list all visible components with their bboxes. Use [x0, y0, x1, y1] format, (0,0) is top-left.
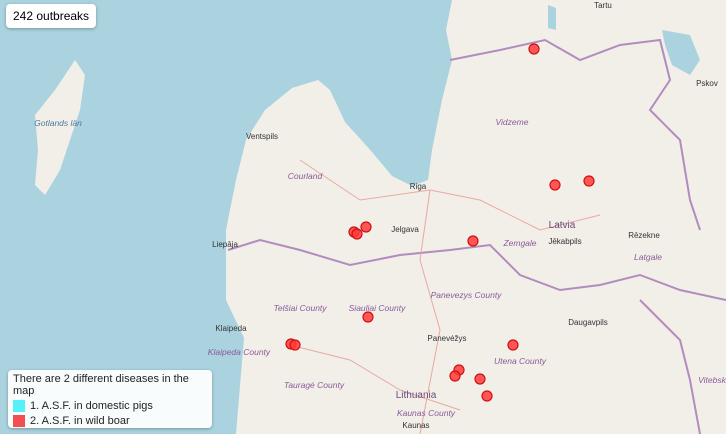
marker[interactable]	[507, 339, 519, 351]
place-label: Kaunas	[402, 421, 429, 430]
place-label: Vitebsk	[698, 375, 726, 385]
place-label: Vidzeme	[496, 117, 529, 127]
legend: There are 2 different diseases in the ma…	[8, 370, 212, 428]
legend-swatch	[13, 415, 25, 427]
marker[interactable]	[474, 373, 486, 385]
marker[interactable]	[481, 390, 493, 402]
marker[interactable]	[362, 311, 374, 323]
marker[interactable]	[449, 370, 461, 382]
legend-label: 2. A.S.F. in wild boar	[30, 415, 130, 427]
place-label: Pskov	[696, 79, 718, 88]
legend-item[interactable]: 2. A.S.F. in wild boar	[13, 415, 207, 427]
place-label: Siauliai County	[349, 303, 406, 313]
place-label: Riga	[410, 182, 427, 191]
legend-label: 1. A.S.F. in domestic pigs	[30, 400, 153, 412]
marker[interactable]	[583, 175, 595, 187]
outbreak-count: 242 outbreaks	[6, 4, 97, 28]
legend-title: There are 2 different diseases in the ma…	[13, 373, 189, 397]
border	[639, 299, 701, 434]
road	[289, 159, 601, 434]
place-label: Kaunas County	[397, 408, 456, 418]
place-label: Tauragė County	[284, 380, 345, 390]
place-label: Gotlands län	[34, 118, 82, 128]
place-label: Panevėžys	[427, 334, 466, 343]
marker[interactable]	[360, 221, 372, 233]
place-label: Panevezys County	[431, 290, 503, 300]
place-label: Lithuania	[396, 390, 437, 401]
lake	[548, 5, 556, 30]
border	[227, 238, 726, 301]
lake	[662, 30, 700, 75]
legend-item[interactable]: 1. A.S.F. in domestic pigs	[13, 400, 207, 412]
marker[interactable]	[351, 228, 363, 240]
sea	[0, 0, 452, 434]
place-label: Latvia	[549, 220, 576, 231]
place-label: Telšiai County	[273, 303, 327, 313]
outbreak-markers	[285, 43, 595, 402]
place-label: Jelgava	[391, 225, 419, 234]
marker[interactable]	[528, 43, 540, 55]
place-label: Zemgale	[502, 238, 536, 248]
place-label: Klaipeda	[215, 324, 247, 333]
place-label: Liepāja	[212, 240, 238, 249]
marker[interactable]	[289, 339, 301, 351]
marker[interactable]	[467, 235, 479, 247]
place-label: Latgale	[634, 252, 662, 262]
place-label: Tartu	[594, 1, 612, 10]
legend-swatch	[13, 400, 25, 412]
place-label: Rēzekne	[628, 231, 660, 240]
island	[35, 60, 85, 195]
place-label: Daugavpils	[568, 318, 608, 327]
place-label: Jēkabpils	[548, 237, 581, 246]
place-label: Courland	[288, 171, 323, 181]
place-label: Klaipeda County	[208, 347, 271, 357]
marker[interactable]	[549, 179, 561, 191]
place-label: Ventspils	[246, 132, 278, 141]
border	[449, 38, 701, 231]
place-label: Utena County	[494, 356, 547, 366]
